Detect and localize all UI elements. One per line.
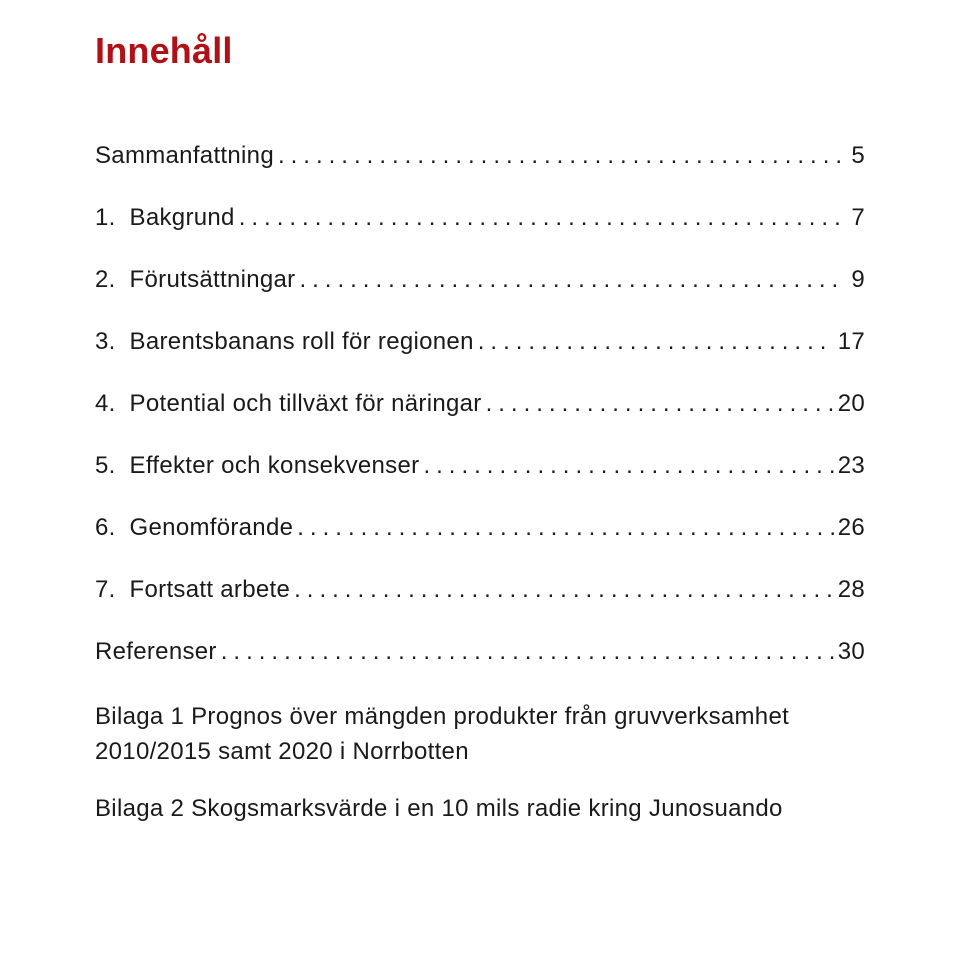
- toc-page: Innehåll Sammanfattning 5 1. Bakgrund 7 …: [0, 0, 960, 971]
- toc-row: 5. Effekter och konsekvenser 23: [95, 452, 865, 480]
- toc-page: 7: [844, 204, 865, 232]
- page-title: Innehåll: [95, 30, 865, 72]
- toc-row: Referenser 30: [95, 638, 865, 666]
- toc-page: 23: [838, 452, 865, 480]
- toc-label: 6. Genomförande: [95, 514, 293, 542]
- toc-row: 4. Potential och tillväxt för näringar 2…: [95, 390, 865, 418]
- toc-dots: [486, 390, 834, 418]
- toc-row: 7. Fortsatt arbete 28: [95, 576, 865, 604]
- toc-page: 17: [838, 328, 865, 356]
- toc-page: 26: [838, 514, 865, 542]
- toc-dots: [221, 638, 834, 666]
- toc-row: 3. Barentsbanans roll för regionen 17: [95, 328, 865, 356]
- appendix-line: Bilaga 2 Skogsmarksvärde i en 10 mils ra…: [95, 792, 865, 827]
- toc-label: 1. Bakgrund: [95, 204, 235, 232]
- appendix-block: Bilaga 1 Prognos över mängden produkter …: [95, 700, 865, 826]
- toc-label: Referenser: [95, 638, 217, 666]
- toc-page: 20: [838, 390, 865, 418]
- toc-dots: [239, 204, 841, 232]
- toc-label: 3. Barentsbanans roll för regionen: [95, 328, 474, 356]
- toc-label: 5. Effekter och konsekvenser: [95, 452, 419, 480]
- appendix-line: Bilaga 1 Prognos över mängden produkter …: [95, 700, 865, 770]
- toc-dots: [478, 328, 834, 356]
- toc-label: 2. Förutsättningar: [95, 266, 295, 294]
- toc-dots: [297, 514, 833, 542]
- toc-dots: [299, 266, 840, 294]
- toc-dots: [423, 452, 833, 480]
- toc-row: 1. Bakgrund 7: [95, 204, 865, 232]
- toc-row: 6. Genomförande 26: [95, 514, 865, 542]
- toc-page: 9: [844, 266, 865, 294]
- toc-row: 2. Förutsättningar 9: [95, 266, 865, 294]
- toc-page: 5: [844, 142, 865, 170]
- toc-row: Sammanfattning 5: [95, 142, 865, 170]
- toc-dots: [278, 142, 840, 170]
- toc-label: 7. Fortsatt arbete: [95, 576, 290, 604]
- toc-page: 30: [838, 638, 865, 666]
- toc-dots: [294, 576, 834, 604]
- toc-label: Sammanfattning: [95, 142, 274, 170]
- toc-page: 28: [838, 576, 865, 604]
- toc-label: 4. Potential och tillväxt för näringar: [95, 390, 482, 418]
